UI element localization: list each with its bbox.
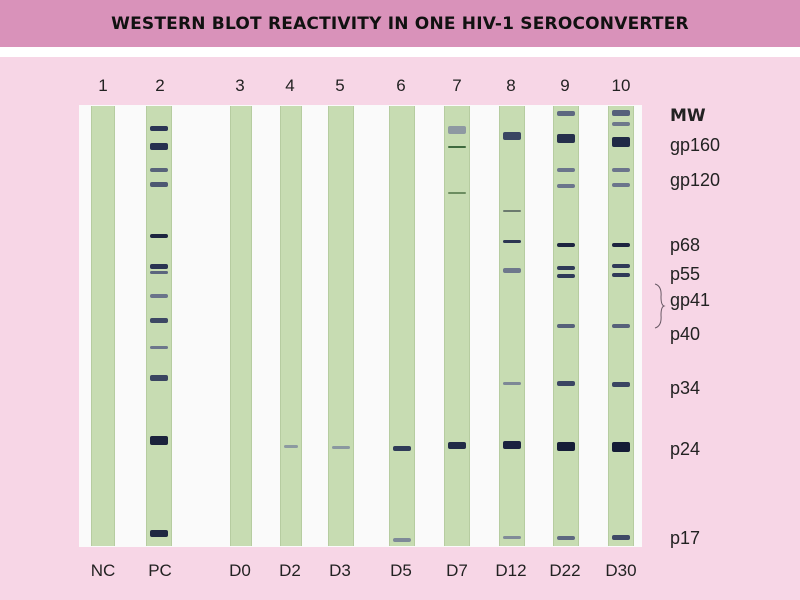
band bbox=[284, 445, 298, 448]
band bbox=[150, 126, 168, 131]
band bbox=[503, 210, 521, 212]
band bbox=[150, 318, 168, 323]
lane-label-d0: D0 bbox=[229, 561, 251, 580]
band bbox=[503, 441, 521, 449]
lane-label-pc: PC bbox=[148, 561, 172, 580]
strip-pc bbox=[146, 106, 172, 546]
band bbox=[150, 346, 168, 349]
band bbox=[503, 268, 521, 273]
band bbox=[612, 243, 630, 247]
band bbox=[150, 182, 168, 187]
strip-d7 bbox=[444, 106, 470, 546]
band bbox=[557, 442, 575, 451]
lane-number-10: 10 bbox=[611, 76, 631, 95]
lane-number-6: 6 bbox=[396, 76, 406, 95]
marker-gp120: gp120 bbox=[670, 170, 721, 190]
lane-label-d30: D30 bbox=[605, 561, 637, 580]
blot-background bbox=[79, 105, 642, 547]
band bbox=[150, 234, 168, 238]
band bbox=[150, 271, 168, 274]
band bbox=[503, 240, 521, 243]
title-band: WESTERN BLOT REACTIVITY IN ONE HIV-1 SER… bbox=[0, 0, 800, 47]
lane-label-d12: D12 bbox=[495, 561, 527, 580]
band bbox=[448, 126, 466, 134]
band bbox=[557, 324, 575, 328]
marker-p55: p55 bbox=[670, 264, 701, 284]
band bbox=[557, 536, 575, 540]
band bbox=[612, 168, 630, 172]
lane-number-9: 9 bbox=[560, 76, 570, 95]
band bbox=[557, 266, 575, 270]
lane-number-8: 8 bbox=[506, 76, 516, 95]
marker-gp41: gp41 bbox=[670, 290, 711, 310]
band bbox=[332, 446, 350, 449]
lane-label-d3: D3 bbox=[329, 561, 351, 580]
band bbox=[612, 535, 630, 540]
band bbox=[557, 243, 575, 247]
mw-header: MW bbox=[670, 106, 706, 126]
band bbox=[150, 168, 168, 172]
gp41-bracket bbox=[654, 283, 666, 329]
strip-nc bbox=[91, 106, 115, 546]
lane-label-d7: D7 bbox=[446, 561, 468, 580]
figure-title: WESTERN BLOT REACTIVITY IN ONE HIV-1 SER… bbox=[111, 13, 689, 34]
band bbox=[612, 273, 630, 277]
band bbox=[557, 134, 575, 143]
band bbox=[612, 442, 630, 452]
strip-d2 bbox=[280, 106, 302, 546]
lane-label-nc: NC bbox=[90, 561, 116, 580]
band bbox=[612, 137, 630, 147]
lane-number-2: 2 bbox=[155, 76, 165, 95]
band bbox=[612, 264, 630, 268]
band bbox=[612, 110, 630, 116]
band bbox=[150, 264, 168, 269]
band bbox=[150, 294, 168, 298]
band bbox=[448, 442, 466, 449]
band bbox=[557, 168, 575, 172]
strip-d0 bbox=[230, 106, 252, 546]
marker-p34: p34 bbox=[670, 378, 701, 398]
marker-p68: p68 bbox=[670, 235, 701, 255]
lane-label-d5: D5 bbox=[390, 561, 412, 580]
title-divider bbox=[0, 47, 800, 57]
marker-p40: p40 bbox=[670, 324, 701, 344]
lane-number-7: 7 bbox=[452, 76, 462, 95]
strip-d30 bbox=[608, 106, 634, 546]
lane-number-4: 4 bbox=[285, 76, 295, 95]
lane-number-3: 3 bbox=[235, 76, 245, 95]
band bbox=[150, 143, 168, 150]
band bbox=[557, 274, 575, 278]
band bbox=[612, 122, 630, 126]
band bbox=[612, 382, 630, 387]
band bbox=[150, 436, 168, 445]
band bbox=[393, 446, 411, 451]
marker-p17: p17 bbox=[670, 528, 701, 548]
lane-label-d22: D22 bbox=[549, 561, 581, 580]
band bbox=[150, 375, 168, 381]
band bbox=[393, 538, 411, 542]
band bbox=[557, 184, 575, 188]
band bbox=[448, 192, 466, 194]
band bbox=[612, 324, 630, 328]
band bbox=[503, 382, 521, 385]
strip-d3 bbox=[328, 106, 354, 546]
band bbox=[150, 530, 168, 537]
band bbox=[503, 536, 521, 539]
band bbox=[557, 381, 575, 386]
marker-gp160: gp160 bbox=[670, 135, 721, 155]
strip-d5 bbox=[389, 106, 415, 546]
band bbox=[557, 111, 575, 116]
band bbox=[448, 146, 466, 148]
lane-label-d2: D2 bbox=[279, 561, 301, 580]
strip-d22 bbox=[553, 106, 579, 546]
marker-p24: p24 bbox=[670, 439, 701, 459]
strip-d12 bbox=[499, 106, 525, 546]
band bbox=[612, 183, 630, 187]
lane-number-1: 1 bbox=[98, 76, 108, 95]
lane-number-5: 5 bbox=[335, 76, 345, 95]
band bbox=[503, 132, 521, 140]
